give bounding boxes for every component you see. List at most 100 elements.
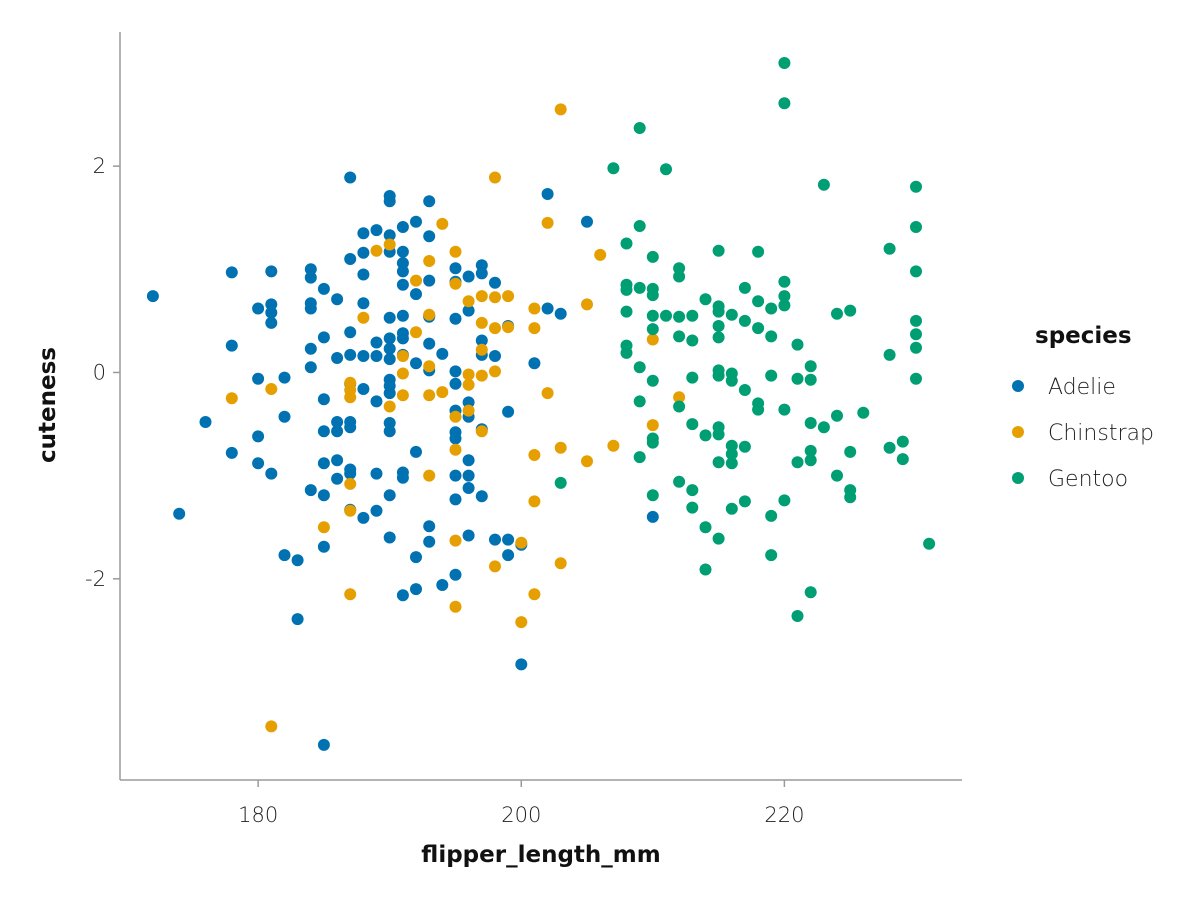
- data-point-adelie: [449, 312, 462, 325]
- data-point-adelie: [331, 416, 344, 428]
- y-axis-title: cuteness: [35, 347, 61, 463]
- data-point-chinstrap: [423, 360, 436, 373]
- data-point-adelie: [462, 304, 475, 317]
- data-point-chinstrap: [594, 248, 607, 261]
- data-point-chinstrap: [489, 365, 501, 378]
- data-point-gentoo: [686, 418, 699, 431]
- data-point-adelie: [449, 432, 462, 445]
- data-point-gentoo: [765, 302, 778, 315]
- data-point-gentoo: [738, 495, 751, 508]
- data-point-adelie: [317, 540, 330, 553]
- data-point-adelie: [396, 278, 409, 291]
- data-point-gentoo: [660, 309, 672, 322]
- data-point-gentoo: [804, 586, 817, 599]
- data-point-chinstrap: [646, 419, 659, 432]
- data-point-gentoo: [712, 320, 725, 332]
- data-point-gentoo: [778, 290, 791, 303]
- data-point-adelie: [383, 311, 396, 324]
- legend-title: species: [1035, 323, 1132, 349]
- data-point-gentoo: [778, 403, 791, 416]
- data-point-adelie: [410, 357, 422, 370]
- data-point-adelie: [370, 395, 383, 408]
- data-point-adelie: [199, 416, 212, 428]
- data-point-gentoo: [738, 384, 751, 396]
- data-point-gentoo: [673, 270, 686, 283]
- data-point-gentoo: [765, 369, 778, 382]
- data-point-gentoo: [896, 435, 909, 448]
- data-point-gentoo: [910, 341, 922, 354]
- data-point-adelie: [396, 265, 409, 278]
- data-point-gentoo: [738, 314, 751, 327]
- data-point-gentoo: [673, 400, 686, 413]
- data-point-gentoo: [646, 250, 659, 263]
- x-tick-label: 220: [764, 803, 804, 827]
- data-point-chinstrap: [410, 326, 422, 339]
- data-point-gentoo: [607, 162, 620, 175]
- data-point-adelie: [331, 425, 344, 438]
- data-point-gentoo: [646, 323, 659, 336]
- data-point-chinstrap: [462, 368, 475, 381]
- data-point-adelie: [317, 738, 330, 751]
- data-point-gentoo: [660, 163, 672, 176]
- data-point-chinstrap: [528, 588, 541, 601]
- data-point-chinstrap: [410, 274, 422, 287]
- data-point-adelie: [423, 535, 436, 548]
- data-point-adelie: [502, 405, 515, 418]
- data-point-gentoo: [844, 491, 857, 504]
- data-point-adelie: [252, 430, 265, 443]
- data-point-gentoo: [791, 372, 804, 385]
- data-point-chinstrap: [370, 244, 383, 257]
- data-point-gentoo: [712, 456, 725, 469]
- data-point-chinstrap: [607, 439, 620, 452]
- data-point-adelie: [317, 489, 330, 502]
- data-point-chinstrap: [673, 391, 686, 404]
- data-point-gentoo: [712, 331, 725, 344]
- data-point-gentoo: [844, 445, 857, 458]
- data-point-gentoo: [910, 265, 922, 278]
- data-point-adelie: [225, 339, 238, 352]
- legend-item-gentoo: Gentoo: [1012, 467, 1128, 492]
- data-point-chinstrap: [436, 386, 449, 399]
- data-point-gentoo: [804, 454, 817, 467]
- data-point-adelie: [423, 230, 436, 243]
- data-point-gentoo: [620, 305, 633, 318]
- data-point-adelie: [304, 484, 317, 497]
- data-point-adelie: [462, 482, 475, 494]
- data-point-adelie: [344, 326, 357, 339]
- data-point-chinstrap: [502, 321, 515, 334]
- data-point-adelie: [449, 469, 462, 482]
- data-point-adelie: [331, 293, 344, 306]
- data-point-gentoo: [804, 373, 817, 386]
- data-point-gentoo: [686, 501, 699, 514]
- data-point-gentoo: [633, 281, 646, 294]
- series-adelie: [146, 171, 659, 751]
- data-point-gentoo: [804, 360, 817, 373]
- data-point-adelie: [252, 372, 265, 385]
- data-point-chinstrap: [383, 400, 396, 413]
- data-point-gentoo: [673, 262, 686, 275]
- data-point-adelie: [317, 331, 330, 344]
- data-point-gentoo: [699, 521, 712, 534]
- data-point-chinstrap: [475, 369, 488, 382]
- data-point-chinstrap: [515, 536, 528, 549]
- data-point-adelie: [278, 549, 291, 562]
- data-point-chinstrap: [541, 216, 554, 229]
- data-point-adelie: [396, 309, 409, 322]
- data-point-gentoo: [725, 457, 738, 470]
- data-point-gentoo: [646, 489, 659, 502]
- data-point-chinstrap: [462, 404, 475, 417]
- data-point-chinstrap: [436, 217, 449, 230]
- data-point-gentoo: [673, 475, 686, 488]
- data-point-adelie: [146, 290, 159, 303]
- data-point-adelie: [383, 195, 396, 208]
- data-point-adelie: [462, 396, 475, 409]
- data-point-gentoo: [699, 563, 712, 576]
- data-point-gentoo: [712, 369, 725, 382]
- data-point-chinstrap: [396, 367, 409, 380]
- data-point-gentoo: [725, 448, 738, 460]
- data-point-chinstrap: [489, 322, 501, 335]
- data-point-gentoo: [910, 372, 922, 385]
- data-point-chinstrap: [489, 291, 501, 304]
- data-point-gentoo: [712, 244, 725, 257]
- data-point-gentoo: [844, 304, 857, 317]
